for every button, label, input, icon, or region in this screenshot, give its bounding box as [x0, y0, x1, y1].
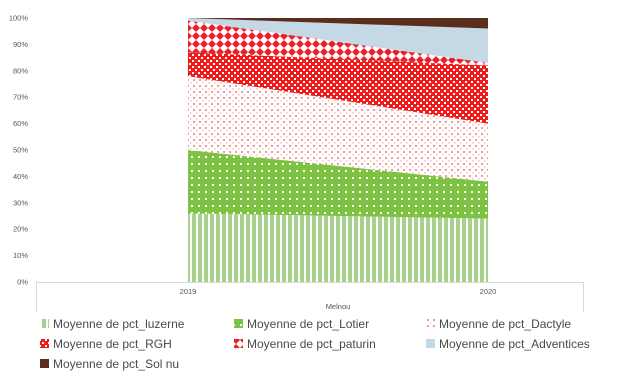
series-area-pct-dactyle: [188, 76, 488, 182]
legend-swatch-pct-sol-nu: [40, 359, 49, 368]
y-tick-label: 40%: [13, 172, 28, 181]
y-tick-label: 30%: [13, 198, 28, 207]
y-tick-label: 50%: [13, 146, 28, 155]
legend-label-pct-adventices: Moyenne de pct_Adventices: [439, 337, 590, 351]
y-tick-label: 80%: [13, 66, 28, 75]
series-area-pct-paturin: [188, 20, 488, 66]
y-tick-label: 90%: [13, 40, 28, 49]
legend-swatch-pct-dactyle: [426, 319, 435, 328]
series-area-pct-adventices: [188, 18, 488, 63]
legend-swatch-pct-lotier: [234, 319, 243, 328]
y-tick-label: 20%: [13, 225, 28, 234]
legend-swatch-pct-luzerne: [40, 319, 49, 328]
legend-swatch-pct-adventices: [426, 339, 435, 348]
plot-area: [188, 18, 488, 282]
legend: Moyenne de pct_luzerne Moyenne de pct_Lot…: [40, 317, 590, 371]
axes: 0% 10% 20% 30% 40% 50% 60% 70% 80% 90% 100% 2019 202…: [9, 14, 584, 312]
legend-label-pct-luzerne: Moyenne de pct_luzerne: [53, 317, 185, 331]
x-tick-label: 2019: [180, 287, 197, 296]
legend-label-pct-paturin: Moyenne de pct_paturin: [247, 337, 376, 351]
legend-swatch-pct-rgh: [40, 339, 49, 348]
legend-label-pct-lotier: Moyenne de pct_Lotier: [247, 317, 369, 331]
x-group-label: Melnou: [326, 302, 351, 311]
series-area-pct-luzerne: [188, 213, 488, 282]
y-tick-label: 60%: [13, 119, 28, 128]
series-area-pct-rgh: [188, 52, 488, 124]
y-tick-label: 70%: [13, 93, 28, 102]
y-tick-label: 0%: [17, 278, 28, 287]
legend-label-pct-sol-nu: Moyenne de pct_Sol nu: [53, 357, 179, 371]
series-area-pct-sol-nu: [188, 18, 488, 29]
legend-swatch-pct-paturin: [234, 339, 243, 348]
legend-label-pct-rgh: Moyenne de pct_RGH: [53, 337, 172, 351]
y-tick-label: 100%: [9, 14, 29, 23]
y-tick-label: 10%: [13, 251, 28, 260]
x-tick-label: 2020: [480, 287, 497, 296]
series-area-pct-lotier: [188, 150, 488, 219]
legend-label-pct-dactyle: Moyenne de pct_Dactyle: [439, 317, 571, 331]
